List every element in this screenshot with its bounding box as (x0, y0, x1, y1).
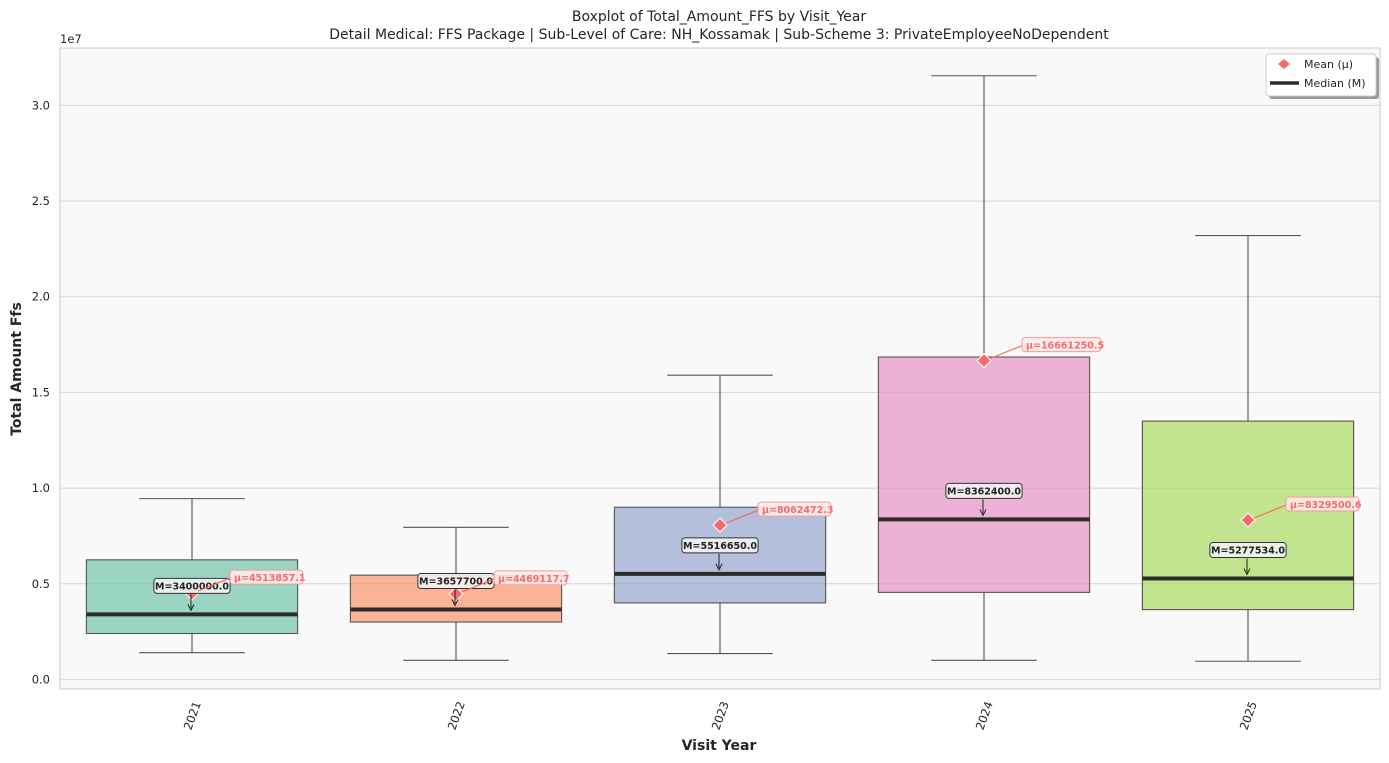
x-tick-label: 2023 (709, 699, 732, 731)
mean-annotation-arrow (725, 509, 759, 524)
mean-annotation-arrow (461, 578, 495, 593)
legend-mean-label: Mean (μ) (1304, 58, 1353, 71)
x-tick-labels: 2021 2022 2023 2024 2025 (181, 699, 1260, 731)
median-annotation-label: M=8362400.0 (947, 486, 1021, 497)
median-annotation-label: M=5516650.0 (683, 541, 757, 552)
median-annotation-box (681, 537, 759, 554)
chart-subtitle: Detail Medical: FFS Package | Sub-Level … (329, 27, 1109, 43)
median-annotation-box (945, 482, 1023, 499)
mean-annotation-label: μ=16661250.5 (1026, 341, 1104, 352)
legend-mean-marker (1278, 59, 1290, 69)
mean-marker (448, 586, 464, 602)
mean-annotation-arrow (197, 577, 231, 592)
median-annotation-arrowhead (187, 604, 195, 612)
mean-marker (712, 517, 728, 533)
mean-marker (1240, 512, 1256, 528)
annotations-layer: M=3400000.0 μ=4513857.1 M=3657700.0 μ=44691… (153, 337, 1362, 612)
median-annotation-label: M=5277534.0 (1211, 545, 1285, 556)
y-tick-label: 0.0 (32, 672, 50, 686)
box-group-2024 (877, 75, 1091, 661)
mean-annotation-box (493, 570, 568, 586)
median-annotation-arrowhead (979, 509, 987, 517)
mean-annotation-label: μ=4513857.1 (234, 573, 305, 584)
y-tick-label: 1.5 (32, 385, 50, 399)
y-tick-labels: 0.0 0.5 1.0 1.5 2.0 2.5 3.0 (32, 98, 50, 686)
y-tick-label: 2.0 (32, 290, 50, 304)
x-tick-label: 2025 (1237, 699, 1260, 731)
y-scale-label: 1e7 (60, 32, 82, 46)
median-annotation-label: M=3657700.0 (419, 576, 493, 587)
median-annotation-label: M=3400000.0 (155, 581, 229, 592)
mean-annotation-arrow (989, 345, 1023, 360)
median-annotation-box (153, 577, 231, 594)
y-tick-label: 1.0 (32, 481, 50, 495)
box-group-2025 (1141, 234, 1355, 662)
x-tick-label: 2022 (445, 699, 468, 731)
mean-annotation-box (757, 501, 832, 517)
box-group-2023 (613, 374, 827, 655)
y-tick-label: 3.0 (32, 98, 50, 112)
legend-box (1265, 53, 1377, 97)
median-annotation-box (1209, 541, 1287, 558)
legend: Mean (μ) Median (M) (1265, 53, 1379, 99)
y-tick-label: 0.5 (32, 577, 50, 591)
mean-annotation-label: μ=8062472.3 (762, 505, 833, 516)
chart-title: Boxplot of Total_Amount_FFS by Visit_Yea… (572, 9, 866, 25)
y-axis-label: Total Amount Ffs (9, 302, 25, 436)
mean-annotation-label: μ=4469117.7 (498, 574, 569, 585)
median-annotation-arrowhead (1243, 568, 1251, 576)
x-tick-label: 2024 (973, 699, 996, 731)
mean-annotation-box (1021, 337, 1102, 353)
median-annotation-arrowhead (715, 563, 723, 571)
mean-annotation-box (229, 569, 304, 585)
x-tick-label: 2021 (181, 699, 204, 731)
legend-median-label: Median (M) (1304, 77, 1366, 90)
mean-annotation-label: μ=8329500.6 (1290, 500, 1362, 511)
mean-marker (976, 352, 992, 369)
median-annotation-arrowhead (451, 599, 459, 607)
box-iqr (877, 356, 1091, 593)
mean-annotation-box (1285, 496, 1360, 512)
mean-annotation-arrow (1253, 504, 1287, 519)
x-axis-label: Visit Year (682, 738, 757, 754)
y-tick-label: 2.5 (32, 194, 50, 208)
